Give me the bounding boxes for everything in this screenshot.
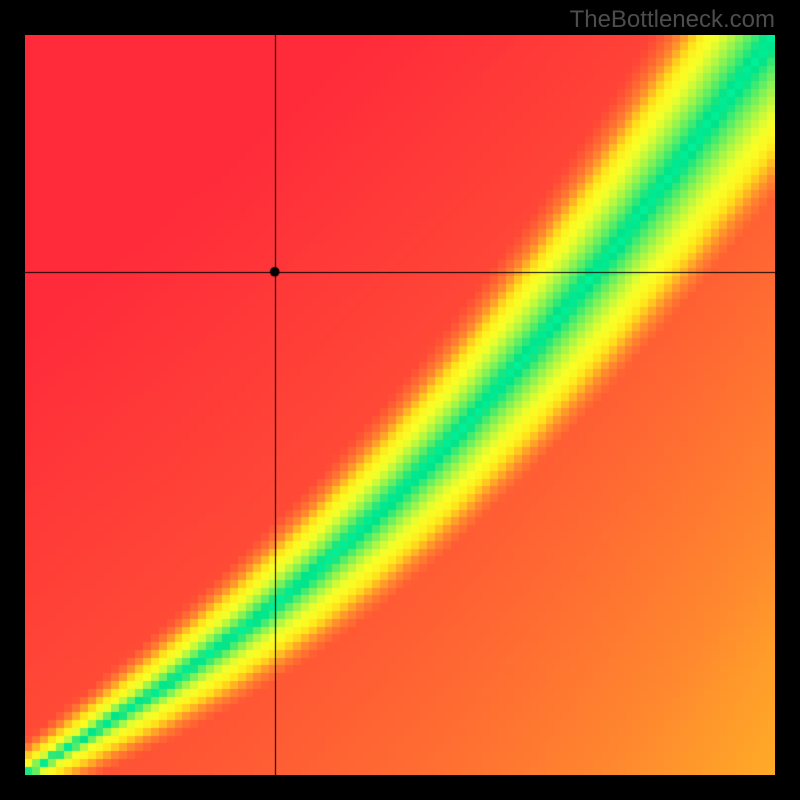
chart-frame: TheBottleneck.com (0, 0, 800, 800)
bottleneck-heatmap (25, 35, 775, 775)
watermark-text: TheBottleneck.com (570, 6, 775, 34)
